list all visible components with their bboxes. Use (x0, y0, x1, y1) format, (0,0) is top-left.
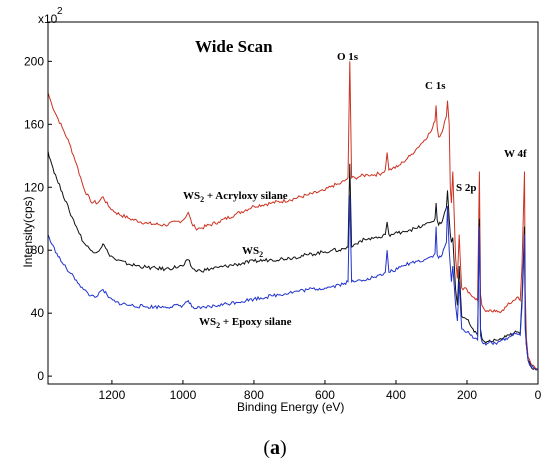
y-axis-label: Intensity(cps) (21, 196, 35, 267)
y-tick-label: 80 (31, 243, 45, 257)
y-axis-multiplier: x10 2 (38, 6, 63, 26)
label-ws2-epoxy: WS2 + Epoxy silane (199, 316, 292, 330)
series-line-0 (47, 61, 538, 370)
x-tick-label: 400 (386, 388, 406, 402)
series-line-1 (47, 151, 538, 371)
panel-label: (a) (263, 437, 287, 459)
x-tick-label: 200 (457, 388, 477, 402)
series-line-2 (47, 195, 538, 371)
peak-annotations: O 1s C 1s S 2p W 4f (337, 51, 527, 194)
annotation-o1s: O 1s (337, 51, 359, 63)
y-tick-label: 40 (31, 306, 45, 320)
y-tick-label: 120 (24, 180, 44, 194)
y-tick-label: 160 (24, 117, 44, 131)
y-axis-ticks: 0 40 80 120 160 200 (24, 54, 52, 383)
y-multiplier-exponent: 2 (57, 6, 63, 17)
x-tick-label: 0 (535, 388, 542, 402)
chart-title: Wide Scan (195, 37, 273, 56)
label-ws2: WS2 (242, 245, 263, 259)
x-tick-label: 800 (244, 388, 264, 402)
x-axis-ticks: 1200 1000 800 600 400 200 0 (99, 380, 542, 402)
y-tick-label: 200 (24, 54, 44, 68)
x-axis-label: Binding Energy (eV) (237, 400, 344, 414)
annotation-c1s: C 1s (425, 80, 446, 92)
x-tick-label: 1000 (170, 388, 197, 402)
series-labels: WS2 + Acryloxy silane WS2 WS2 + Epoxy si… (183, 190, 292, 330)
label-ws2-acryloxy: WS2 + Acryloxy silane (183, 190, 288, 204)
annotation-s2p: S 2p (456, 182, 477, 194)
annotation-w4f: W 4f (504, 148, 527, 160)
plot-frame (47, 21, 539, 385)
x-tick-label: 1200 (99, 388, 126, 402)
y-tick-label: 0 (37, 369, 44, 383)
x-tick-label: 600 (315, 388, 335, 402)
series-layer (47, 61, 538, 371)
